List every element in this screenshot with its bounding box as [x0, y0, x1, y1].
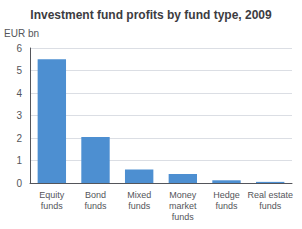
svg-text:EUR bn: EUR bn	[4, 28, 39, 39]
svg-text:funds: funds	[172, 212, 195, 222]
svg-text:Equity: Equity	[39, 190, 65, 200]
svg-text:funds: funds	[259, 201, 282, 211]
svg-text:5: 5	[16, 65, 22, 76]
svg-text:0: 0	[16, 178, 22, 189]
svg-text:4: 4	[16, 88, 22, 99]
svg-text:3: 3	[16, 110, 22, 121]
svg-text:market: market	[169, 201, 197, 211]
svg-text:2: 2	[16, 133, 22, 144]
svg-text:Investment fund profits by fun: Investment fund profits by fund type, 20…	[30, 8, 272, 22]
svg-text:Bond: Bond	[85, 190, 106, 200]
svg-text:Hedge: Hedge	[213, 190, 240, 200]
svg-text:1: 1	[16, 155, 22, 166]
svg-text:6: 6	[16, 43, 22, 54]
svg-text:funds: funds	[41, 201, 64, 211]
svg-text:Mixed: Mixed	[127, 190, 151, 200]
svg-text:Money: Money	[169, 190, 197, 200]
svg-text:Real estate: Real estate	[247, 190, 293, 200]
svg-text:funds: funds	[128, 201, 151, 211]
svg-text:funds: funds	[215, 201, 238, 211]
svg-text:funds: funds	[84, 201, 107, 211]
